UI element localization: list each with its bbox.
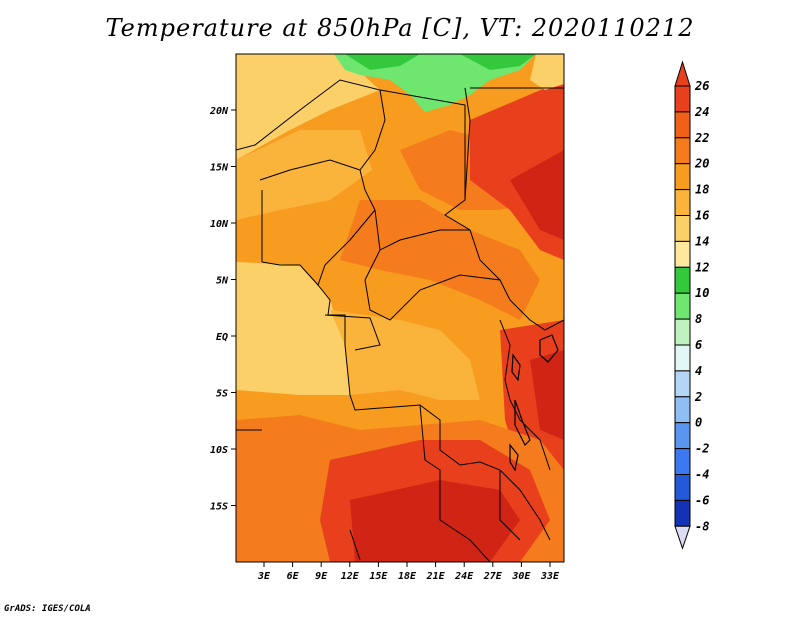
- lat-tick-label: 10N: [210, 219, 229, 230]
- colorbar-segment: [674, 370, 691, 398]
- lat-tick-label: EQ: [216, 332, 228, 343]
- lon-tick-label: 3E: [257, 571, 271, 582]
- lat-tick-label: 5S: [216, 389, 228, 400]
- colorbar-label: -4: [695, 468, 709, 482]
- colorbar-segment: [674, 189, 691, 217]
- lat-tick-label: 15N: [210, 163, 229, 174]
- colorbar-label: 26: [694, 79, 709, 93]
- colorbar-segment: [674, 396, 691, 424]
- colorbar-segment: [674, 215, 691, 242]
- colorbar-label: -6: [695, 493, 709, 507]
- colorbar-label: 16: [695, 209, 709, 223]
- colorbar-segment: [674, 111, 691, 139]
- map-frame: [235, 53, 565, 563]
- lat-tick-label: 15S: [210, 502, 228, 513]
- colorbar-segment: [674, 448, 691, 476]
- colorbar-label: 12: [695, 260, 709, 274]
- colorbar-label: 2: [694, 390, 702, 404]
- lon-tick-label: 6E: [287, 571, 300, 582]
- colorbar-label: -8: [695, 519, 709, 533]
- colorbar-label: 8: [695, 312, 702, 326]
- lon-tick-label: 12E: [341, 571, 360, 582]
- lon-tick-label: 9E: [315, 571, 328, 582]
- colorbar-label: 6: [695, 338, 702, 352]
- colorbar-segment: [674, 292, 691, 320]
- colorbar-label: 22: [694, 131, 709, 145]
- colorbar-label: -2: [695, 442, 709, 456]
- lon-tick-label: 27E: [483, 571, 503, 582]
- longitude-axis: 3E 6E 9E 12E 15E 18E 21E 24E 27E 30E 33E: [257, 562, 560, 582]
- colorbar-label: 4: [695, 364, 702, 378]
- colorbar-label: 10: [695, 286, 709, 300]
- colorbar-segment: [674, 163, 691, 191]
- country-borders: [236, 79, 564, 562]
- colorbar-label: 18: [695, 183, 709, 197]
- colorbar-segment: [674, 474, 691, 501]
- temperature-field: [236, 54, 564, 562]
- colorbar-segment: [674, 137, 691, 165]
- credit-label: GrADS: IGES/COLA: [4, 604, 91, 614]
- colorbar-label: 24: [694, 105, 709, 119]
- colorbar-segment: [674, 499, 691, 527]
- colorbar-label: 14: [695, 234, 709, 248]
- lat-tick-label: 20N: [209, 106, 229, 117]
- colorbar-label: 20: [694, 157, 709, 171]
- colorbar-segment: [674, 344, 691, 372]
- lon-tick-label: 21E: [426, 571, 446, 582]
- colorbar-segment: [674, 422, 691, 450]
- colorbar-top-arrow: [674, 60, 691, 87]
- lakes: [509, 334, 559, 472]
- latitude-axis: 20N 15N 10N 5N EQ 5S 10S 15S: [209, 106, 236, 513]
- colorbar-segment: [674, 240, 691, 268]
- lon-tick-label: 24E: [454, 571, 474, 582]
- map-title: Temperature at 850hPa [C], VT: 202011021…: [105, 14, 695, 42]
- lat-tick-label: 5N: [216, 276, 229, 287]
- lon-tick-label: 33E: [540, 571, 560, 582]
- lon-tick-label: 15E: [369, 571, 388, 582]
- colorbar-segment: [674, 85, 691, 113]
- lat-tick-label: 10S: [210, 445, 228, 456]
- colorbar-bottom-arrow: [674, 525, 691, 550]
- lon-tick-label: 18E: [398, 571, 417, 582]
- lon-tick-label: 30E: [511, 571, 531, 582]
- colorbar-segment: [674, 266, 691, 294]
- colorbar-label: 0: [695, 416, 702, 430]
- colorbar-segment: [674, 318, 691, 346]
